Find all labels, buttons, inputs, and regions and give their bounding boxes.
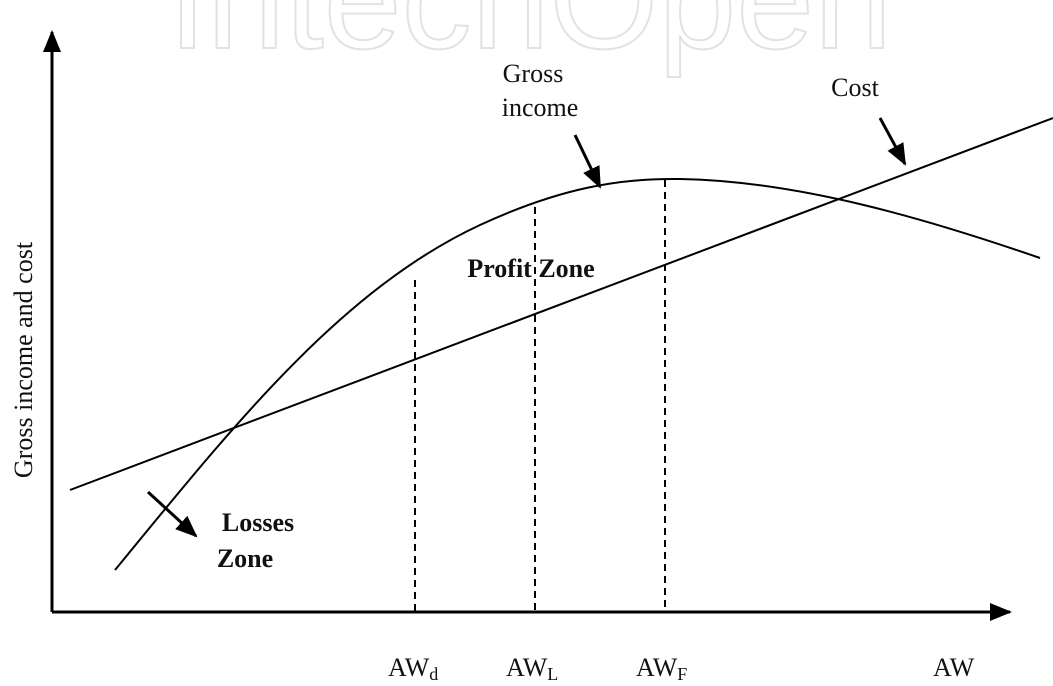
- curve-label: Cost: [831, 73, 879, 102]
- pointer-arrow: [573, 134, 602, 189]
- x-label-sub: F: [677, 664, 687, 684]
- y-axis-label: Gross income and cost: [9, 241, 38, 478]
- x-label: AWd: [388, 653, 438, 684]
- zone-label: Losses: [222, 508, 294, 537]
- x-label-sub: d: [429, 664, 438, 684]
- cost-line: [69, 117, 1053, 491]
- zone-label: Profit Zone: [467, 254, 594, 283]
- zone-label: Zone: [217, 544, 273, 573]
- curve-label: income: [502, 93, 579, 122]
- x-label: AWF: [636, 653, 687, 684]
- pointer-arrow: [878, 117, 907, 166]
- x-label: AWL: [506, 653, 558, 684]
- curve-label: Gross: [503, 59, 564, 88]
- x-label-main: AW: [506, 653, 548, 682]
- watermark: IntechOpen: [168, 0, 892, 78]
- x-label: AW: [933, 653, 975, 682]
- gross-income-curve: [114, 177, 1041, 571]
- x-label-main: AW: [933, 653, 975, 682]
- x-label-main: AW: [636, 653, 678, 682]
- x-label-sub: L: [547, 664, 558, 684]
- x-label-main: AW: [388, 653, 430, 682]
- pointer-arrow: [146, 490, 198, 538]
